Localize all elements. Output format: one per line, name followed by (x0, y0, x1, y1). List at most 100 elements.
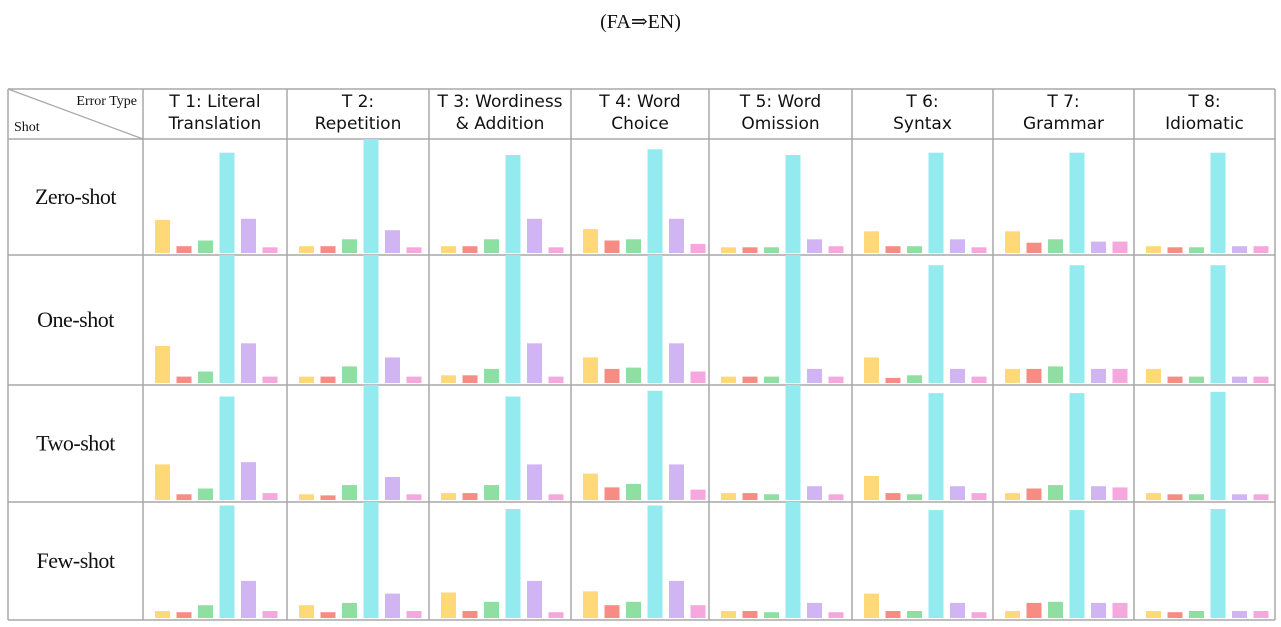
column-header-t4: Choice (611, 114, 669, 134)
bar (1189, 376, 1204, 383)
corner-diagonal (7, 88, 144, 140)
column-header-t1: Translation (168, 114, 262, 134)
row-label-one-shot: One-shot (37, 307, 114, 332)
bar (299, 246, 314, 253)
bar (527, 218, 542, 253)
bar (484, 239, 499, 253)
bar (928, 152, 944, 253)
bar (548, 247, 564, 253)
bar (342, 366, 357, 383)
bar (828, 376, 844, 383)
bar (1005, 368, 1020, 383)
bar (885, 377, 901, 383)
bar (828, 612, 844, 618)
bar (505, 155, 521, 253)
bar (690, 489, 706, 500)
bar (928, 393, 944, 501)
bar (785, 385, 801, 500)
bar (176, 612, 192, 618)
bar (406, 376, 422, 383)
column-header-t5: Omission (741, 114, 819, 134)
bar (785, 502, 801, 618)
bar (241, 580, 256, 618)
bar (1253, 376, 1269, 383)
bar (742, 376, 758, 383)
bar (828, 494, 844, 501)
bar (742, 493, 758, 500)
bar (262, 611, 278, 618)
bar (198, 371, 213, 383)
bar (1232, 611, 1247, 618)
bar (1210, 391, 1226, 500)
bar (1069, 265, 1085, 383)
bar (864, 475, 879, 500)
bar (950, 602, 965, 618)
bar (462, 493, 478, 500)
bar (971, 376, 987, 383)
bar (907, 375, 922, 383)
bar (928, 265, 944, 383)
bar (1210, 152, 1226, 253)
bar (527, 464, 542, 500)
chart-title: (FA⇒EN) (600, 11, 681, 33)
bar (626, 367, 641, 383)
bar (1026, 602, 1042, 618)
bar (1048, 485, 1063, 501)
bar (363, 255, 379, 383)
column-header-t2: T 2: (341, 92, 374, 112)
bar (828, 246, 844, 253)
bar (1005, 231, 1020, 253)
bar (462, 246, 478, 253)
bar (1189, 494, 1204, 501)
column-header-t7: T 7: (1046, 92, 1079, 112)
column-header-t6: Syntax (893, 114, 952, 134)
bar (1232, 246, 1247, 253)
bar (690, 243, 706, 253)
bar (484, 601, 499, 618)
bar (583, 473, 598, 501)
bar (690, 371, 706, 383)
bar (864, 231, 879, 253)
bar (1005, 611, 1020, 618)
bar (385, 230, 400, 253)
row-label-few-shot: Few-shot (37, 548, 115, 573)
column-header-t8: T 8: (1187, 92, 1220, 112)
bar (363, 139, 379, 253)
bar (219, 396, 235, 500)
bar (1146, 368, 1161, 383)
bar (971, 493, 987, 500)
bar (176, 246, 192, 253)
bar (176, 494, 192, 501)
bar (198, 240, 213, 253)
bar (1069, 510, 1085, 618)
bar (583, 591, 598, 618)
column-header-t1: T 1: Literal (168, 92, 260, 112)
bar (363, 385, 379, 500)
corner-label-error-type: Error Type (76, 94, 137, 109)
bar (1026, 242, 1042, 253)
bar (647, 505, 663, 618)
bar (1210, 509, 1226, 618)
bar (807, 239, 822, 253)
bar (764, 612, 779, 618)
bar (406, 611, 422, 618)
bar (1112, 368, 1128, 383)
bar (764, 376, 779, 383)
bar (441, 375, 456, 383)
bar (1232, 494, 1247, 501)
column-header-t2: Repetition (315, 114, 402, 134)
bar (907, 246, 922, 253)
bar (1026, 368, 1042, 383)
bar (950, 239, 965, 253)
bar (406, 247, 422, 253)
bar (1112, 602, 1128, 618)
bar (1048, 239, 1063, 253)
bar (950, 368, 965, 383)
column-header-t4: T 4: Word (598, 92, 680, 112)
bar (198, 605, 213, 618)
bar (1167, 247, 1183, 253)
bar (807, 602, 822, 618)
bar (785, 155, 801, 253)
bar (406, 494, 422, 501)
